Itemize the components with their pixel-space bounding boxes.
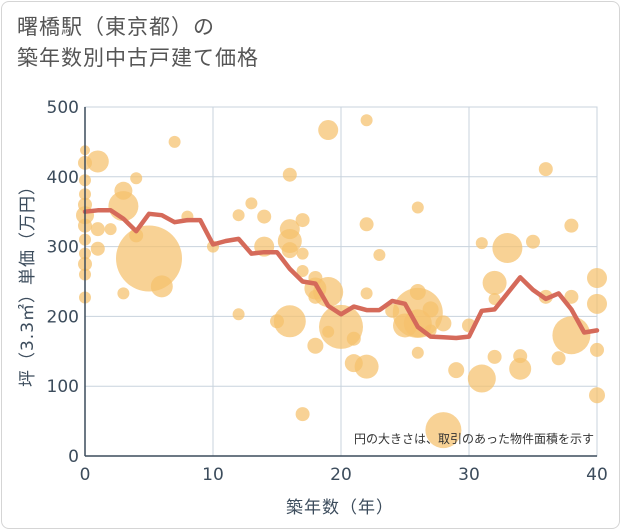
- x-tick-label: 0: [80, 465, 91, 485]
- data-bubble: [487, 349, 502, 364]
- data-bubble: [232, 209, 245, 222]
- data-bubble: [425, 412, 462, 449]
- x-tick-label: 10: [202, 465, 224, 485]
- data-bubble: [589, 387, 605, 404]
- data-bubble: [117, 287, 130, 300]
- data-bubble: [359, 217, 374, 232]
- data-bubble: [538, 162, 553, 177]
- data-bubble: [295, 213, 310, 228]
- data-bubble: [354, 354, 379, 379]
- data-bubble: [587, 293, 607, 314]
- data-bubble: [564, 289, 579, 304]
- data-bubble: [360, 114, 373, 127]
- data-bubble: [313, 276, 344, 307]
- data-bubble: [318, 120, 339, 141]
- data-bubble: [104, 223, 117, 236]
- data-bubble: [296, 247, 309, 260]
- data-bubble: [422, 301, 439, 318]
- data-bubble: [373, 248, 386, 261]
- data-bubble: [411, 201, 424, 214]
- y-tick-label: 100: [47, 377, 79, 397]
- data-bubble: [281, 242, 298, 259]
- x-tick-label: 30: [458, 465, 480, 485]
- data-bubble: [245, 197, 258, 210]
- data-bubble: [435, 315, 452, 332]
- average-price-line: [82, 208, 600, 341]
- data-bubble: [130, 172, 143, 185]
- data-bubble: [346, 331, 361, 346]
- y-tick-label: 0: [68, 447, 79, 467]
- data-bubble: [590, 342, 604, 357]
- data-bubble: [295, 407, 310, 422]
- axes: [84, 107, 597, 457]
- data-bubble: [526, 234, 540, 249]
- data-bubble: [360, 287, 373, 300]
- data-bubble: [411, 346, 424, 359]
- chart-title: 曙橋駅（東京都）の 築年数別中古戸建て価格: [17, 12, 259, 74]
- data-bubble: [282, 167, 297, 182]
- data-bubble: [488, 292, 501, 305]
- data-bubble: [467, 364, 496, 393]
- x-tick-label: 20: [330, 465, 352, 485]
- data-bubble: [90, 222, 105, 237]
- y-axis-label: 坪（3.3㎡）単価（万円）: [18, 177, 38, 387]
- tick-labels: 0 100 200 300 400 500 0 10 20 30 40: [47, 98, 608, 485]
- data-bubble: [273, 305, 306, 338]
- data-bubble: [86, 150, 109, 173]
- data-bubble: [551, 351, 566, 366]
- y-tick-label: 400: [47, 168, 79, 188]
- y-tick-label: 500: [47, 98, 79, 118]
- data-bubble: [90, 241, 105, 256]
- data-bubble: [296, 265, 309, 278]
- data-bubble: [116, 225, 182, 292]
- data-bubble: [307, 337, 324, 354]
- data-bubble: [232, 308, 245, 321]
- data-bubble: [168, 135, 181, 148]
- x-axis-label: 築年数（年）: [286, 498, 394, 518]
- data-bubble: [587, 268, 607, 289]
- data-bubble: [552, 316, 591, 355]
- x-tick-label: 40: [586, 465, 608, 485]
- line-layer: [82, 208, 600, 341]
- data-bubble: [448, 362, 465, 379]
- data-bubble: [257, 209, 272, 224]
- y-tick-label: 300: [47, 238, 79, 258]
- data-bubble: [492, 232, 523, 263]
- chart-title-line-2: 築年数別中古戸建て価格: [17, 46, 259, 70]
- data-bubble: [564, 218, 579, 233]
- data-bubble: [482, 270, 507, 295]
- data-bubble: [509, 357, 532, 380]
- data-bubble: [150, 275, 173, 298]
- bubble-layer: [76, 114, 607, 449]
- chart-title-line-1: 曙橋駅（東京都）の: [17, 15, 215, 39]
- bubble-size-note: 円の大きさは、取引のあった物件面積を示す: [354, 431, 594, 446]
- y-tick-label: 200: [47, 307, 79, 327]
- data-bubble: [475, 237, 488, 250]
